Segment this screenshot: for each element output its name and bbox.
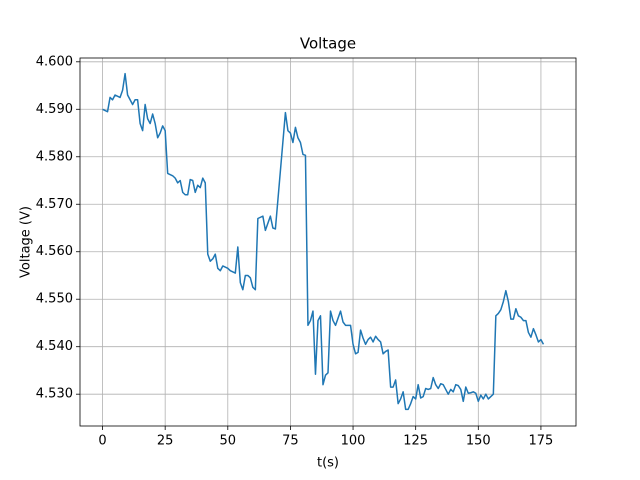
x-tick-label: 25 (157, 434, 174, 449)
y-tick-label: 4.580 (36, 149, 73, 164)
y-tick-label: 4.560 (36, 244, 73, 259)
x-tick-label: 75 (282, 434, 299, 449)
y-tick-label: 4.600 (36, 54, 73, 69)
x-tick-label: 50 (220, 434, 237, 449)
x-tick-label: 125 (403, 434, 428, 449)
x-tick-label: 0 (98, 434, 106, 449)
plot-frame (79, 57, 577, 427)
y-tick-label: 4.540 (36, 339, 73, 354)
y-tick-label: 4.530 (36, 387, 73, 402)
x-tick-label: 150 (466, 434, 491, 449)
y-tick-label: 4.590 (36, 102, 73, 117)
chart-title: Voltage (300, 35, 356, 53)
y-axis-label: Voltage (V) (19, 206, 34, 278)
y-tick-label: 4.570 (36, 197, 73, 212)
x-tick-label: 100 (341, 434, 366, 449)
x-axis-label: t(s) (317, 456, 339, 471)
data-line (102, 72, 545, 411)
x-tick-label: 175 (529, 434, 554, 449)
y-tick-label: 4.550 (36, 292, 73, 307)
